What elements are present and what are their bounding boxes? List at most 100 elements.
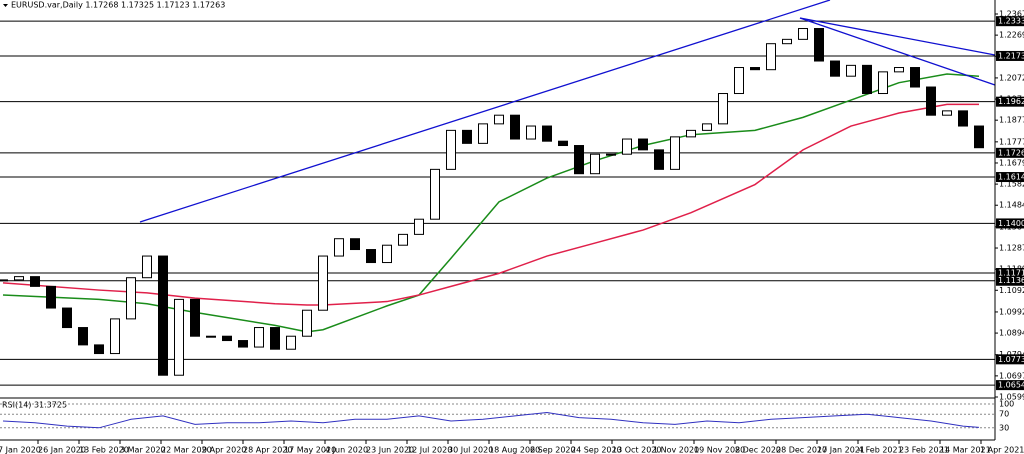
level-box	[996, 275, 1024, 286]
y-tick-label: 1.15820	[999, 180, 1024, 189]
candle	[286, 335, 296, 350]
y-tick-label: 1.05995	[999, 393, 1024, 402]
level-label: 1.19624	[998, 97, 1024, 106]
y-tick-label: 1.22695	[999, 31, 1024, 40]
candle	[686, 129, 696, 138]
x-tick-label: 23 Feb 2021	[899, 446, 949, 454]
x-tick-label: 26 Jan 2020	[38, 446, 86, 454]
candle	[414, 218, 424, 235]
y-tick-label: 1.17770	[999, 137, 1024, 146]
level-label: 1.06544	[998, 381, 1024, 390]
level-box	[996, 172, 1024, 183]
candle	[302, 309, 312, 337]
candle	[254, 327, 264, 348]
candle	[958, 110, 968, 127]
level-box	[996, 354, 1024, 365]
candle	[14, 276, 24, 281]
x-tick-label: 17 May 2020	[284, 446, 336, 454]
candle	[942, 110, 952, 116]
x-tick-label: 6 Sep 2020	[530, 446, 576, 454]
level-label: 1.17263	[998, 148, 1024, 157]
candle	[382, 244, 392, 264]
x-tick-label: 17 Jan 2021	[817, 446, 865, 454]
x-tick-label: 4 Feb 2021	[858, 446, 903, 454]
x-tick-label: 24 Sep 2020	[571, 446, 622, 454]
candle	[350, 238, 360, 251]
level-label: 1.14005	[998, 219, 1024, 228]
candle	[142, 255, 152, 279]
candle	[814, 28, 824, 62]
candle	[766, 43, 776, 71]
y-tick-label: 1.16795	[999, 158, 1024, 167]
candle	[526, 125, 536, 140]
x-tick-label: 30 Jul 2020	[448, 446, 493, 454]
x-tick-label: 1 Apr 2021	[980, 446, 1024, 454]
candle	[270, 327, 280, 350]
candle	[478, 123, 488, 144]
candle	[622, 138, 632, 155]
candle	[318, 255, 328, 311]
candle	[734, 67, 744, 95]
candle	[590, 153, 600, 175]
candle	[558, 140, 568, 147]
rsi-line	[2, 411, 980, 429]
y-tick-label: 1.08945	[999, 329, 1024, 338]
candle	[206, 335, 216, 338]
x-tick-label: 12 Jul 2020	[407, 446, 452, 454]
candle	[718, 93, 728, 125]
moving-average	[2, 103, 979, 306]
candle	[398, 233, 408, 246]
y-tick-label: 1.14845	[999, 201, 1024, 210]
candle	[334, 238, 344, 257]
candle	[782, 38, 792, 45]
candle	[798, 28, 808, 40]
candle	[62, 307, 72, 329]
candle	[222, 335, 232, 342]
y-tick-label: 1.23670	[999, 10, 1024, 19]
x-tick-label: 14 Mar 2021	[940, 446, 991, 454]
candle	[606, 153, 616, 156]
y-tick-label: 1.09920	[999, 307, 1024, 316]
x-tick-label: 18 Aug 2020	[489, 446, 540, 454]
candle	[670, 136, 680, 170]
candle	[494, 114, 504, 125]
candle	[46, 285, 56, 309]
candle	[574, 145, 584, 175]
x-tick-label: 23 Jun 2020	[366, 446, 414, 454]
trend-line	[139, 0, 831, 223]
candle	[430, 168, 440, 220]
x-tick-label: 13 Feb 2020	[79, 446, 129, 454]
level-label: 1.07733	[998, 355, 1024, 364]
level-box	[996, 50, 1024, 61]
candle	[446, 129, 456, 170]
x-tick-label: 7 Jan 2020	[0, 446, 41, 454]
x-tick-label: 28 Apr 2020	[243, 446, 292, 454]
level-label: 1.23339	[998, 17, 1024, 26]
level-label: 1.16146	[998, 173, 1024, 182]
level-label: 1.11717	[998, 269, 1024, 278]
candle	[110, 318, 120, 355]
menu-arrow[interactable]	[3, 4, 8, 7]
level-box	[996, 218, 1024, 229]
y-tick-label: 1.20720	[999, 73, 1024, 82]
x-tick-label: 13 Oct 2020	[612, 446, 661, 454]
rsi-title: RSI(14) 31.3725	[2, 401, 67, 410]
candle	[974, 125, 984, 149]
candle	[0, 279, 8, 282]
candle	[78, 327, 88, 346]
candle	[94, 344, 104, 355]
candle	[878, 71, 888, 95]
candle	[30, 276, 40, 287]
moving-average	[2, 73, 980, 333]
x-tick-label: 19 Nov 2020	[694, 446, 745, 454]
level-box	[996, 16, 1024, 27]
y-tick-label: 1.06970	[999, 371, 1024, 380]
trend-line	[799, 17, 996, 56]
x-tick-label: 9 Apr 2020	[202, 446, 246, 454]
candle	[862, 64, 872, 95]
level-label: 1.11360	[998, 276, 1024, 285]
candle	[846, 64, 856, 77]
level-box	[996, 147, 1024, 158]
y-tick-label: 1.10920	[999, 286, 1024, 295]
